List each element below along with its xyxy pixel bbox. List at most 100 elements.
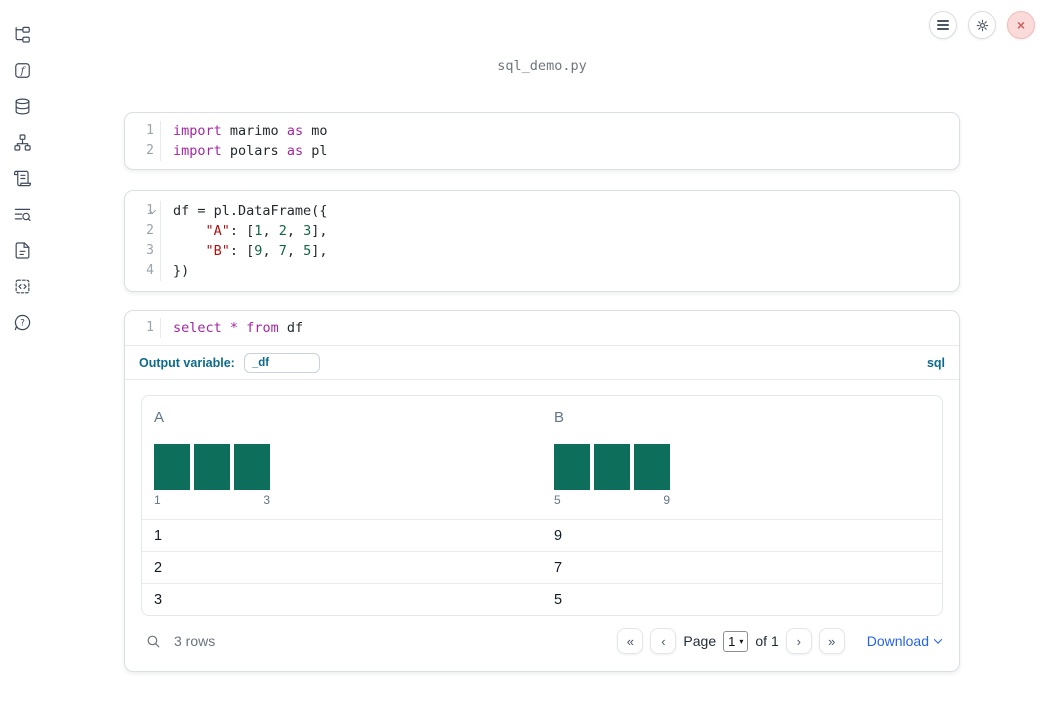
sidebar-file-tree-button[interactable] (12, 24, 32, 44)
sql-cell[interactable]: 1 select * from df Output variable: sql … (124, 310, 960, 672)
code-line[interactable]: import polars as pl (173, 143, 328, 159)
line-number: 2 (146, 143, 154, 158)
line-number: 1 (125, 201, 157, 221)
code-line[interactable]: select * from df (173, 320, 304, 336)
list-search-icon (14, 208, 31, 221)
select-chevron-icon: ▾ (739, 636, 744, 646)
code-editor[interactable]: 1 2 3 4 df = pl.DataFrame({ "A": [1, 2, 3],… (125, 191, 959, 291)
sidebar-snippets-button[interactable] (12, 276, 32, 296)
histogram-axis: 5 9 (554, 493, 670, 507)
first-page-button[interactable]: « (617, 628, 644, 654)
table-cell: 9 (554, 527, 563, 544)
sidebar-help-button[interactable]: ? (12, 312, 32, 332)
language-badge-sql[interactable]: sql (926, 355, 945, 370)
output-variable-input[interactable] (243, 352, 320, 373)
table-search-button[interactable] (143, 631, 163, 651)
svg-text:f: f (19, 64, 26, 76)
download-label: Download (866, 633, 929, 649)
histogram-bar (234, 444, 270, 490)
code-content[interactable]: df = pl.DataFrame({ "A": [1, 2, 3], "B":… (161, 201, 328, 281)
code-line[interactable]: "A": [1, 2, 3], (205, 223, 328, 239)
column-name[interactable]: B (554, 409, 565, 426)
table-footer: 3 rows « ‹ Page 1 ▾ of 1 › » Download (141, 616, 943, 668)
row-count: 3 rows (174, 633, 216, 649)
line-number: 4 (146, 263, 154, 278)
line-number: 1 (146, 123, 154, 138)
file-tree-icon (15, 26, 30, 43)
sql-code-content[interactable]: select * from df (161, 318, 303, 338)
chevron-down-icon (933, 635, 943, 644)
histogram-bar (634, 444, 670, 490)
histogram-bar (554, 444, 590, 490)
column-histogram: 1 3 (154, 444, 270, 507)
code-editor[interactable]: 1 2 import marimo as mo import polars as p… (125, 113, 959, 169)
table-cell: 3 (154, 591, 163, 608)
line-number-gutter: 1 2 3 4 (125, 201, 161, 281)
notebook-menu-button[interactable] (929, 11, 957, 39)
code-line[interactable]: "B": [9, 7, 5], (205, 243, 328, 259)
divider (125, 379, 959, 380)
table-header: A 1 3 B (142, 396, 942, 519)
shutdown-button[interactable]: × (1007, 11, 1035, 39)
output-variable-row: Output variable: sql (125, 346, 959, 379)
settings-button[interactable] (968, 11, 996, 39)
previous-page-button[interactable]: ‹ (650, 628, 677, 654)
table-cell: 1 (154, 527, 163, 544)
axis-min-label: 5 (554, 493, 561, 507)
gear-icon (976, 19, 988, 31)
sidebar-dependencies-button[interactable] (12, 132, 32, 152)
histogram-bar (194, 444, 230, 490)
column-header-b[interactable]: B 5 9 (542, 409, 942, 507)
code-line[interactable]: import marimo as mo (173, 123, 328, 139)
axis-max-label: 3 (263, 493, 270, 507)
table-cell: 7 (554, 559, 563, 576)
sidebar-documentation-button[interactable] (12, 240, 32, 260)
code-cell-imports[interactable]: 1 2 import marimo as mo import polars as p… (124, 112, 960, 170)
dataframe-table: A 1 3 B (141, 395, 943, 616)
line-number-gutter: 1 (125, 318, 161, 338)
page-select[interactable]: 1 ▾ (723, 630, 749, 652)
help-icon: ? (14, 314, 30, 330)
histogram-bar (594, 444, 630, 490)
page-label: Page (683, 633, 717, 649)
code-line[interactable]: }) (173, 263, 190, 279)
download-button[interactable]: Download (866, 633, 943, 649)
page-select-value: 1 (728, 633, 736, 649)
last-page-button[interactable]: » (818, 628, 845, 654)
page-of-label: of 1 (755, 633, 779, 649)
top-controls: × (929, 11, 1035, 39)
scroll-icon (13, 170, 31, 186)
function-icon: f (14, 62, 30, 78)
histogram-bars (554, 444, 670, 490)
axis-max-label: 9 (663, 493, 670, 507)
sidebar-datasources-button[interactable] (12, 96, 32, 116)
fold-chevron-icon[interactable] (148, 206, 157, 215)
line-number: 1 (146, 320, 154, 335)
column-header-a[interactable]: A 1 3 (142, 409, 542, 507)
dependency-graph-icon (13, 133, 31, 151)
table-cell: 5 (554, 591, 563, 608)
code-cell-dataframe[interactable]: 1 2 3 4 df = pl.DataFrame({ "A": [1, 2, 3],… (124, 190, 960, 292)
output-variable-label: Output variable: (139, 355, 235, 370)
histogram-axis: 1 3 (154, 493, 270, 507)
sidebar-search-button[interactable] (12, 204, 32, 224)
code-content[interactable]: import marimo as mo import polars as pl (161, 121, 327, 161)
helper-sidebar: f (0, 0, 44, 713)
column-name[interactable]: A (154, 409, 165, 426)
hamburger-menu-icon (937, 20, 949, 30)
svg-text:?: ? (20, 318, 25, 328)
sidebar-functions-button[interactable]: f (12, 60, 32, 80)
search-icon (147, 635, 159, 647)
next-page-button[interactable]: › (785, 628, 812, 654)
sidebar-logs-button[interactable] (12, 168, 32, 188)
close-icon: × (1016, 17, 1026, 33)
code-line[interactable]: df = pl.DataFrame({ (173, 203, 328, 219)
notebook-filename: sql_demo.py (497, 58, 587, 74)
pagination: « ‹ Page 1 ▾ of 1 › » Download (617, 628, 943, 654)
sql-editor[interactable]: 1 select * from df (125, 311, 959, 345)
histogram-bar (154, 444, 190, 490)
